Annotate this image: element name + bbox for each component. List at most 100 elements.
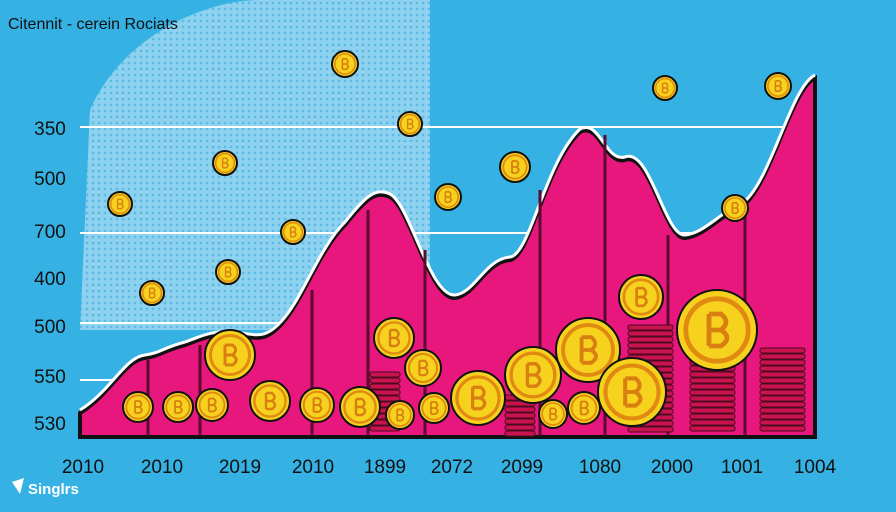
coin-ring — [209, 334, 251, 376]
coin-stack — [504, 412, 536, 419]
coin-ring — [214, 152, 236, 174]
coin-ring — [570, 394, 598, 422]
coin-ring — [125, 394, 151, 420]
coin-ring — [603, 363, 661, 421]
coins — [107, 50, 806, 437]
coin-ring — [561, 323, 615, 377]
coin-ring — [654, 77, 676, 99]
coin-stack — [504, 430, 536, 437]
coin-stack — [627, 336, 674, 343]
coin-stack — [627, 426, 674, 433]
coin-stack — [759, 383, 806, 390]
coin-stack — [369, 377, 401, 384]
coin-symbol — [264, 391, 277, 411]
line — [79, 73, 816, 412]
x-label: 2010 — [62, 457, 104, 478]
coin-stack — [369, 371, 401, 378]
coin-symbol — [223, 343, 238, 367]
coin-ring — [198, 391, 226, 419]
coin-stack — [627, 330, 674, 337]
coin-stack — [689, 419, 736, 426]
coin-ring — [541, 402, 565, 426]
x-label: 2010 — [292, 457, 334, 478]
coin-symbol — [354, 397, 367, 417]
coin-symbol — [406, 118, 414, 130]
y-label: 400 — [34, 269, 66, 290]
coin-stack — [759, 407, 806, 414]
coin-stack — [759, 377, 806, 384]
brand-logo — [12, 478, 24, 494]
coin-ring — [388, 403, 412, 427]
coin-stack — [689, 407, 736, 414]
coin-ring — [217, 261, 239, 283]
coin-stack — [759, 371, 806, 378]
brand: Singlrs — [28, 481, 79, 498]
coin-stack — [759, 353, 806, 360]
coin-stack — [627, 348, 674, 355]
coin-stack — [627, 324, 674, 331]
coin-ring — [421, 395, 447, 421]
x-label: 2072 — [431, 457, 473, 478]
coin-symbol — [444, 191, 453, 203]
coin-ring — [407, 352, 439, 384]
coin-symbol — [148, 287, 156, 299]
coin-ring — [109, 193, 131, 215]
coin-symbol — [174, 400, 183, 414]
coin-symbol — [396, 408, 405, 422]
coin-stack — [504, 424, 536, 431]
coin-ring — [437, 186, 459, 208]
coin-symbol — [134, 400, 143, 414]
coin-symbol — [635, 286, 648, 308]
coin-symbol — [511, 160, 520, 174]
coin-symbol — [579, 400, 589, 416]
title: Citennit - cerein Rociats — [8, 16, 178, 33]
coin-stack — [689, 377, 736, 384]
coin-symbol — [470, 385, 487, 411]
x-label: 2099 — [501, 457, 543, 478]
coin-symbol — [341, 58, 350, 70]
coin-ring — [334, 53, 356, 75]
coin-symbol — [207, 397, 217, 413]
y-label: 500 — [34, 317, 66, 338]
x-labels: 2010 2010 2019 2010 1899 2072 2099 1080 2000 1001… — [62, 457, 837, 478]
coin-stack — [689, 371, 736, 378]
coin-symbol — [289, 226, 297, 238]
coin-stack — [759, 413, 806, 420]
x-label: 2010 — [141, 457, 183, 478]
x-label: 1080 — [579, 457, 621, 478]
y-label: 500 — [34, 169, 66, 190]
coin-stack — [504, 406, 536, 413]
coin-ring — [683, 296, 751, 364]
coin-stack — [759, 347, 806, 354]
coin-stack — [689, 401, 736, 408]
y-label: 550 — [34, 367, 66, 388]
coin-ring — [377, 321, 411, 355]
coin-ring — [622, 278, 660, 316]
coin-stack — [689, 413, 736, 420]
coin-symbol — [731, 202, 740, 214]
y-label: 350 — [34, 119, 66, 140]
coin-ring — [502, 154, 528, 180]
coin-symbol — [221, 157, 229, 169]
coin-stack — [759, 401, 806, 408]
coin-ring — [399, 113, 421, 135]
coin-ring — [509, 351, 557, 399]
coin-ring — [455, 375, 501, 421]
coin-stack — [689, 425, 736, 432]
coin-stack — [627, 342, 674, 349]
coin-stack — [759, 425, 806, 432]
coin-symbol — [661, 82, 669, 94]
coin-stack — [759, 419, 806, 426]
y-label: 530 — [34, 414, 66, 435]
coin-symbol — [623, 376, 643, 408]
coin-symbol — [706, 311, 730, 349]
x-label: 2019 — [219, 457, 261, 478]
x-label: 1001 — [721, 457, 763, 478]
coin-ring — [724, 197, 746, 219]
coin-stack — [689, 395, 736, 402]
coin-stack — [369, 383, 401, 390]
coin-ring — [165, 394, 191, 420]
coin-ring — [282, 221, 304, 243]
coin-symbol — [579, 335, 598, 365]
